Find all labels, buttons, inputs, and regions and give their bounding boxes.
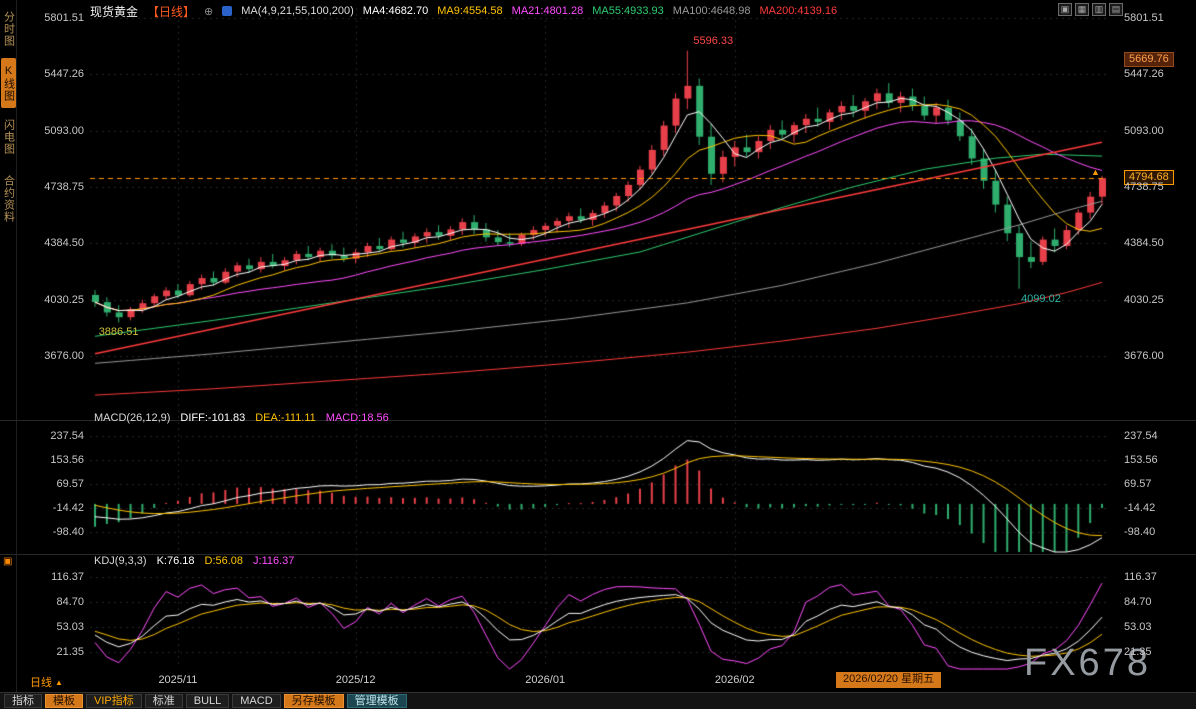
y-axis-label: -98.40: [1124, 526, 1156, 538]
y-axis-label: 5093.00: [1124, 124, 1164, 137]
tab-5[interactable]: BULL: [185, 694, 230, 708]
watermark: FX678: [1024, 642, 1151, 684]
kdj-d-value: D:56.08: [204, 555, 244, 567]
ma-indicator-icon: [222, 6, 233, 16]
panel-divider: [0, 554, 1196, 555]
kdj-j-value: J:116.37: [253, 555, 295, 567]
tab-2[interactable]: 模板: [45, 694, 83, 708]
indicator-marker-icon[interactable]: ▣: [3, 556, 13, 567]
chevron-up-icon: ▲: [55, 677, 63, 687]
kdj-params-label: KDJ(9,3,3): [94, 555, 147, 567]
y-axis-label: 5447.26: [1124, 68, 1164, 81]
kdj-header: KDJ(9,3,3) K:76.18 D:56.08 J:116.37: [94, 555, 294, 567]
timeframe-selector[interactable]: 日线 ▲: [30, 674, 63, 690]
sidebar-item-2[interactable]: K线图: [1, 58, 16, 108]
ma-value-2: MA9:4554.58: [437, 5, 503, 17]
last-price-badge: 4794.68: [1124, 170, 1174, 186]
y-axis-label: 5801.51: [44, 12, 84, 24]
macd-params-label: MACD(26,12,9): [94, 412, 171, 424]
price-direction-arrow-icon: ▲: [1091, 167, 1100, 178]
y-axis-label: 3676.00: [44, 350, 84, 362]
ma-value-1: MA4:4682.70: [362, 5, 429, 17]
y-axis-label: 21.35: [56, 646, 84, 658]
x-axis-label: 2025/11: [158, 674, 198, 686]
y-axis-label: 237.54: [1124, 430, 1158, 442]
instrument-title: 现货黄金: [90, 4, 139, 19]
ma-values: MA4:4682.70 MA9:4554.58 MA21:4801.28 MA55:4…: [363, 5, 837, 17]
tab-6[interactable]: MACD: [232, 694, 281, 708]
x-axis-label: 2025/12: [335, 674, 376, 686]
y-axis-label: 4030.25: [44, 293, 84, 306]
y-axis-label: 4738.75: [1124, 181, 1164, 193]
y-axis-label: 4738.75: [44, 181, 84, 193]
y-axis-label: -14.42: [1124, 502, 1156, 514]
layout-rows-icon[interactable]: ▤: [1109, 3, 1123, 16]
y-axis-label: 5093.00: [44, 124, 84, 137]
y-axis-label: 4384.50: [1124, 237, 1164, 250]
y-axis-label: 116.37: [51, 571, 84, 583]
y-axis-label: 153.56: [50, 454, 84, 466]
kdj-k-value: K:76.18: [156, 555, 195, 567]
current-date-badge: 2026/02/20 星期五: [836, 672, 942, 688]
y-axis-label: 21.35: [1124, 646, 1152, 658]
ma-params-label: MA(4,9,21,55,100,200): [241, 5, 354, 17]
period-tag[interactable]: 【日线】: [147, 4, 196, 19]
window-layout-icons: ▣ ▦ ▥ ▤: [1058, 3, 1123, 16]
low-price-annotation-1: 3886.51: [98, 325, 139, 338]
layout-grid-icon[interactable]: ▦: [1075, 3, 1089, 16]
y-axis-label: 5801.51: [1124, 12, 1164, 24]
sidebar-item-4[interactable]: 合约资料: [2, 175, 15, 223]
bottom-tab-bar: 指标 模板 VIP指标 标准 BULL MACD 另存模板 管理模板: [0, 692, 1196, 709]
tab-3[interactable]: VIP指标: [86, 694, 142, 708]
tab-7[interactable]: 另存模板: [283, 694, 344, 708]
y-axis-label: 53.03: [56, 621, 84, 633]
low-price-annotation-2: 4099.02: [1021, 292, 1061, 305]
macd-value: MACD:18.56: [325, 412, 389, 424]
y-axis-label: 53.03: [1124, 621, 1152, 633]
y-axis-label: 69.57: [56, 478, 84, 490]
ma-value-3: MA21:4801.28: [511, 5, 584, 17]
y-axis-label: -14.42: [52, 502, 84, 514]
x-axis-label: 2026/02: [714, 674, 755, 686]
y-axis-label: 5447.26: [44, 68, 84, 81]
x-axis-label: 2026/01: [525, 674, 566, 686]
y-axis-label: 69.57: [1124, 478, 1152, 490]
y-axis-label: 237.54: [50, 430, 84, 442]
layout-single-icon[interactable]: ▣: [1058, 3, 1072, 16]
panel-divider: [0, 420, 1196, 421]
layout-columns-icon[interactable]: ▥: [1092, 3, 1106, 16]
chart-header: 现货黄金 【日线】 ⊕ MA(4,9,21,55,100,200) MA4:46…: [90, 2, 837, 20]
macd-diff-value: DIFF:-101.83: [180, 412, 246, 424]
y-axis-label: 4030.25: [1124, 293, 1164, 306]
high-price-annotation: 5596.33: [693, 34, 734, 47]
alert-price-badge: 5669.76: [1124, 52, 1174, 67]
y-axis-label: 153.56: [1124, 454, 1158, 466]
timeframe-label: 日线: [30, 677, 52, 689]
circle-plus-icon[interactable]: ⊕: [204, 5, 214, 18]
macd-dea-value: DEA:-111.11: [255, 412, 316, 424]
y-axis-label: -98.40: [52, 526, 84, 538]
y-axis-label: 116.37: [1124, 571, 1157, 583]
macd-header: MACD(26,12,9) DIFF:-101.83 DEA:-111.11 M…: [94, 412, 389, 424]
ma-value-5: MA100:4648.98: [672, 5, 751, 17]
ma-value-6: MA200:4139.16: [759, 5, 838, 17]
tab-1[interactable]: 指标: [4, 694, 42, 708]
y-axis-label: 84.70: [56, 596, 84, 608]
y-axis-label: 3676.00: [1124, 350, 1164, 362]
sidebar-item-3[interactable]: 闪电图: [2, 119, 15, 155]
y-axis-label: 84.70: [1124, 596, 1152, 608]
tab-4[interactable]: 标准: [144, 694, 183, 708]
ma-value-4: MA55:4933.93: [592, 5, 664, 17]
tab-8[interactable]: 管理模板: [346, 694, 407, 708]
sidebar-item-1[interactable]: 分时图: [2, 11, 15, 47]
sidebar-divider: [16, 0, 17, 692]
y-axis-label: 4384.50: [44, 237, 84, 250]
